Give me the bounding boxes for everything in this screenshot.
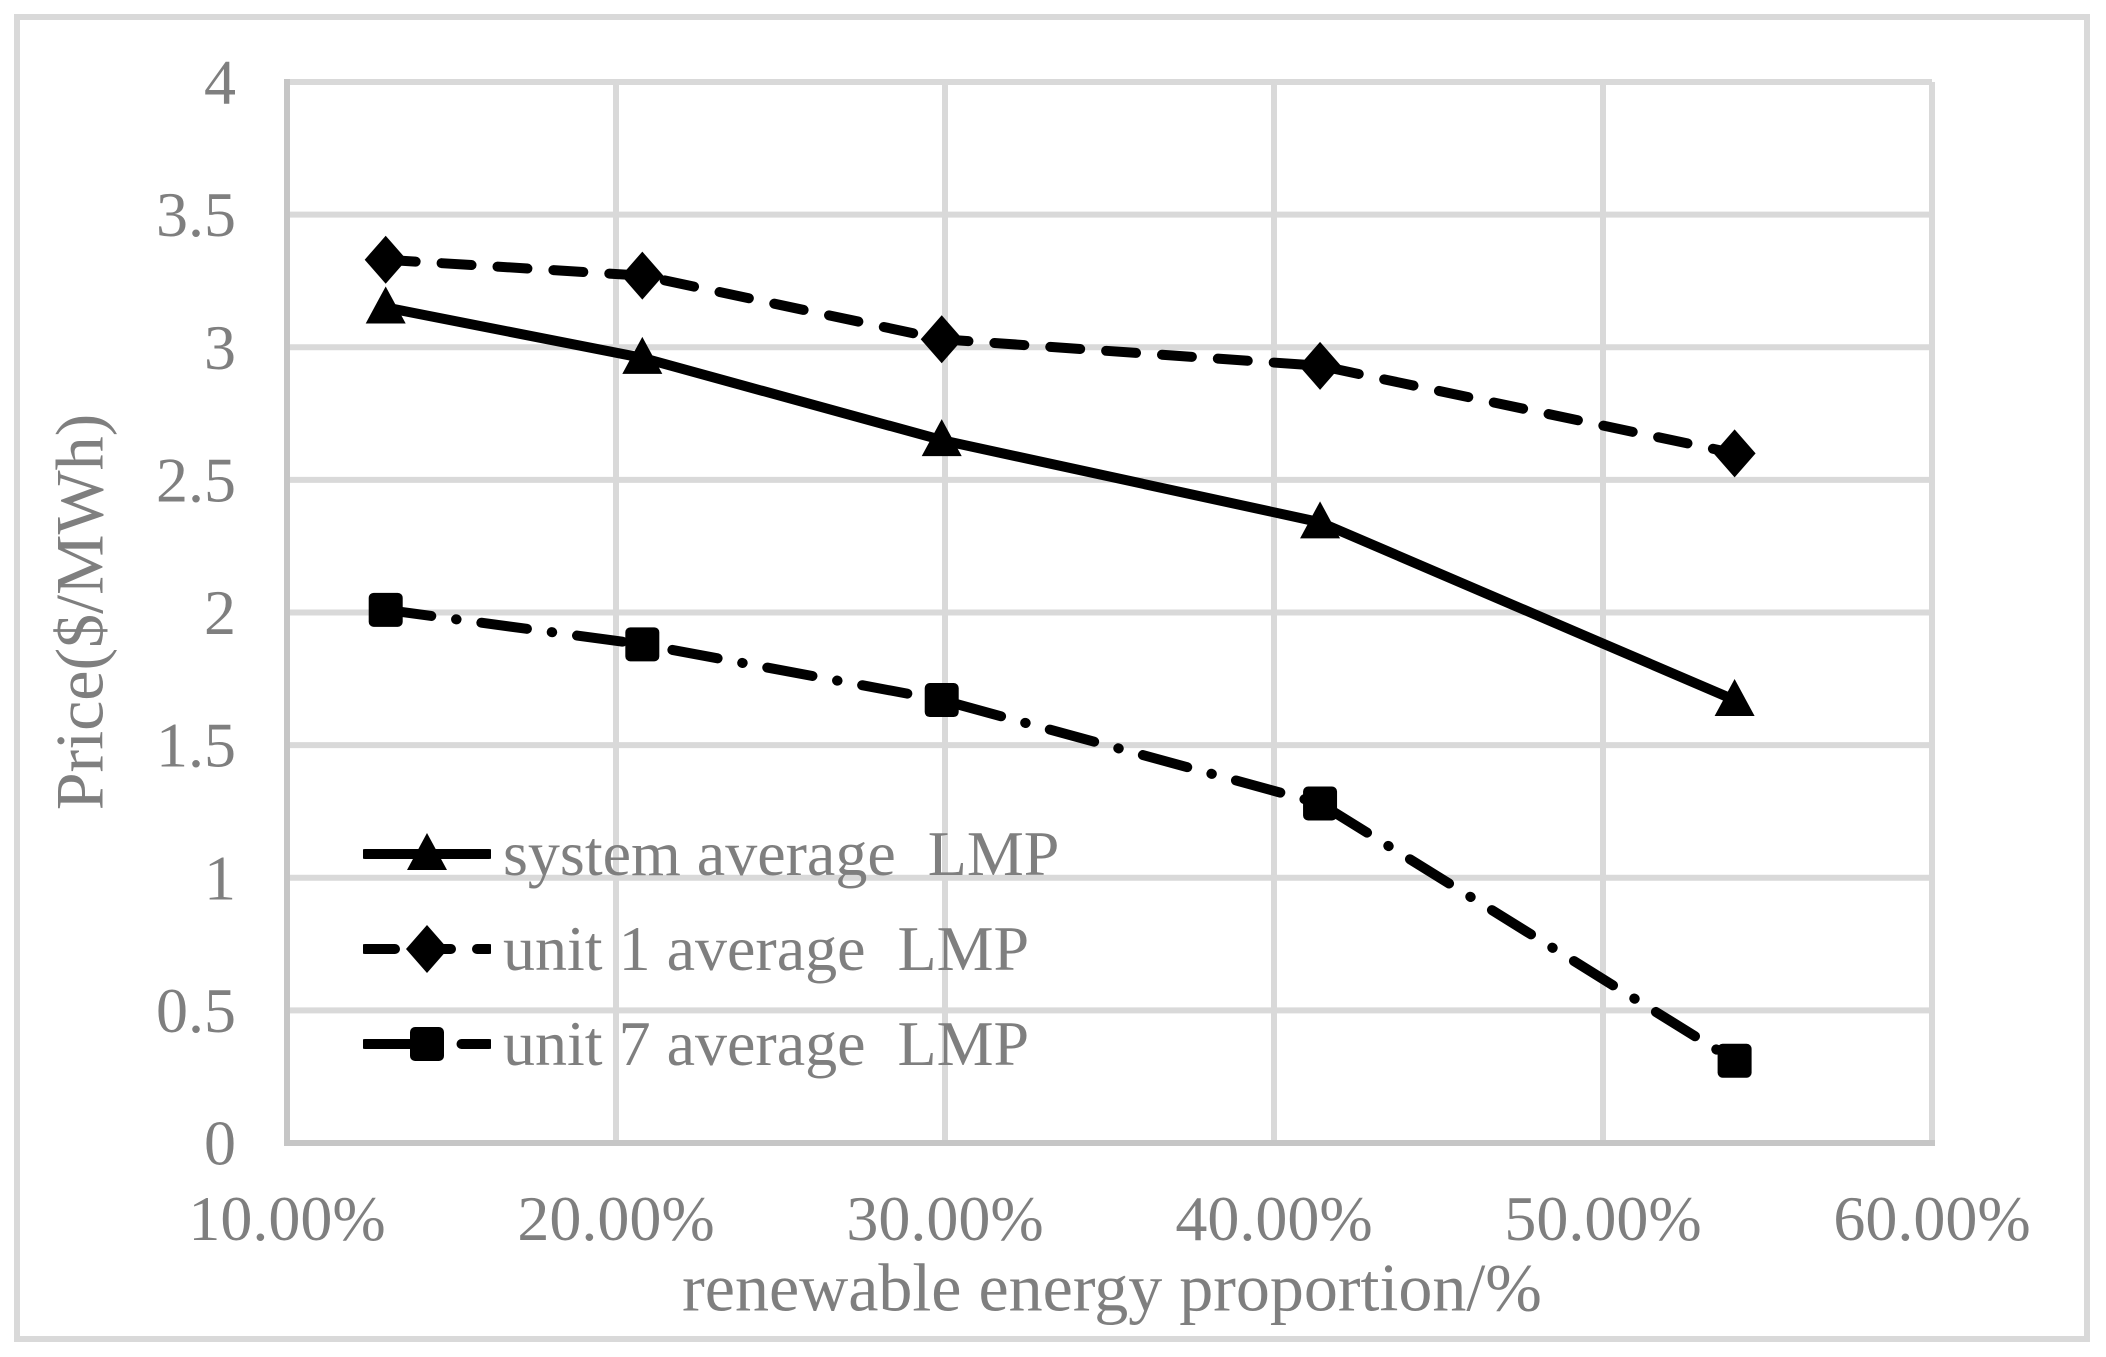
legend-marker-square-icon (410, 1026, 444, 1061)
data-point-unit-1-average-lmp-icon (920, 315, 963, 364)
legend-line-sample-dashed-diamond-icon (363, 924, 491, 973)
legend: system average LMP unit 1 average LMP un… (363, 806, 1059, 1091)
x-tick-label: 20.00% (517, 1183, 714, 1254)
data-point-unit-7-average-lmp-icon (368, 592, 403, 627)
figure-border (14, 14, 2090, 1342)
y-tick-label: 2.5 (156, 444, 236, 515)
legend-marker-triangle-icon (407, 832, 447, 870)
legend-item-unit-7-average-lmp: unit 7 average LMP (363, 996, 1059, 1091)
data-point-unit-7-average-lmp-icon (924, 683, 959, 718)
data-point-unit-7-average-lmp-icon (1303, 786, 1338, 821)
legend-item-unit-1-average-lmp: unit 1 average LMP (363, 901, 1059, 996)
y-tick-label: 0 (204, 1108, 236, 1179)
data-point-unit-7-average-lmp-icon (625, 627, 660, 662)
legend-line-sample-solid-triangle-icon (363, 832, 491, 870)
data-point-system-average-lmp-icon (921, 419, 962, 457)
data-point-system-average-lmp-icon (1714, 679, 1755, 717)
legend-marker-diamond-icon (406, 924, 448, 973)
legend-label: unit 1 average LMP (503, 912, 1030, 984)
data-point-unit-1-average-lmp-icon (1713, 429, 1756, 478)
series-line-unit-1-average-lmp (380, 254, 1740, 459)
data-point-system-average-lmp-icon (1300, 501, 1341, 539)
series-line-unit-7-average-lmp (380, 604, 1740, 1066)
data-point-unit-1-average-lmp-icon (621, 251, 664, 300)
legend-label: system average LMP (503, 817, 1060, 889)
legend-label: unit 7 average LMP (503, 1007, 1030, 1079)
data-point-unit-1-average-lmp-icon (1299, 341, 1342, 390)
y-axis-title: Price($/MWh) (41, 413, 118, 811)
y-tick-label: 0.5 (156, 975, 236, 1046)
data-point-system-average-lmp-icon (365, 286, 406, 324)
data-point-unit-1-average-lmp-icon (364, 235, 407, 284)
legend-item-system-average-lmp: system average LMP (363, 806, 1059, 901)
x-axis-title: renewable energy proportion/% (682, 1249, 1542, 1326)
x-tick-label: 60.00% (1833, 1183, 2030, 1254)
legend-line-sample-dashdot-square-icon (363, 1026, 491, 1061)
y-tick-label: 4 (204, 47, 236, 118)
x-tick-label: 10.00% (188, 1183, 385, 1254)
x-tick-label: 30.00% (846, 1183, 1043, 1254)
y-tick-label: 1.5 (156, 710, 236, 781)
y-tick-label: 3 (204, 312, 236, 383)
y-tick-label: 3.5 (156, 179, 236, 250)
data-point-unit-7-average-lmp-icon (1717, 1043, 1752, 1078)
y-tick-label: 2 (204, 577, 236, 648)
x-tick-label: 50.00% (1504, 1183, 1701, 1254)
x-tick-label: 40.00% (1175, 1183, 1372, 1254)
y-tick-label: 1 (204, 842, 236, 913)
data-point-system-average-lmp-icon (622, 336, 663, 374)
